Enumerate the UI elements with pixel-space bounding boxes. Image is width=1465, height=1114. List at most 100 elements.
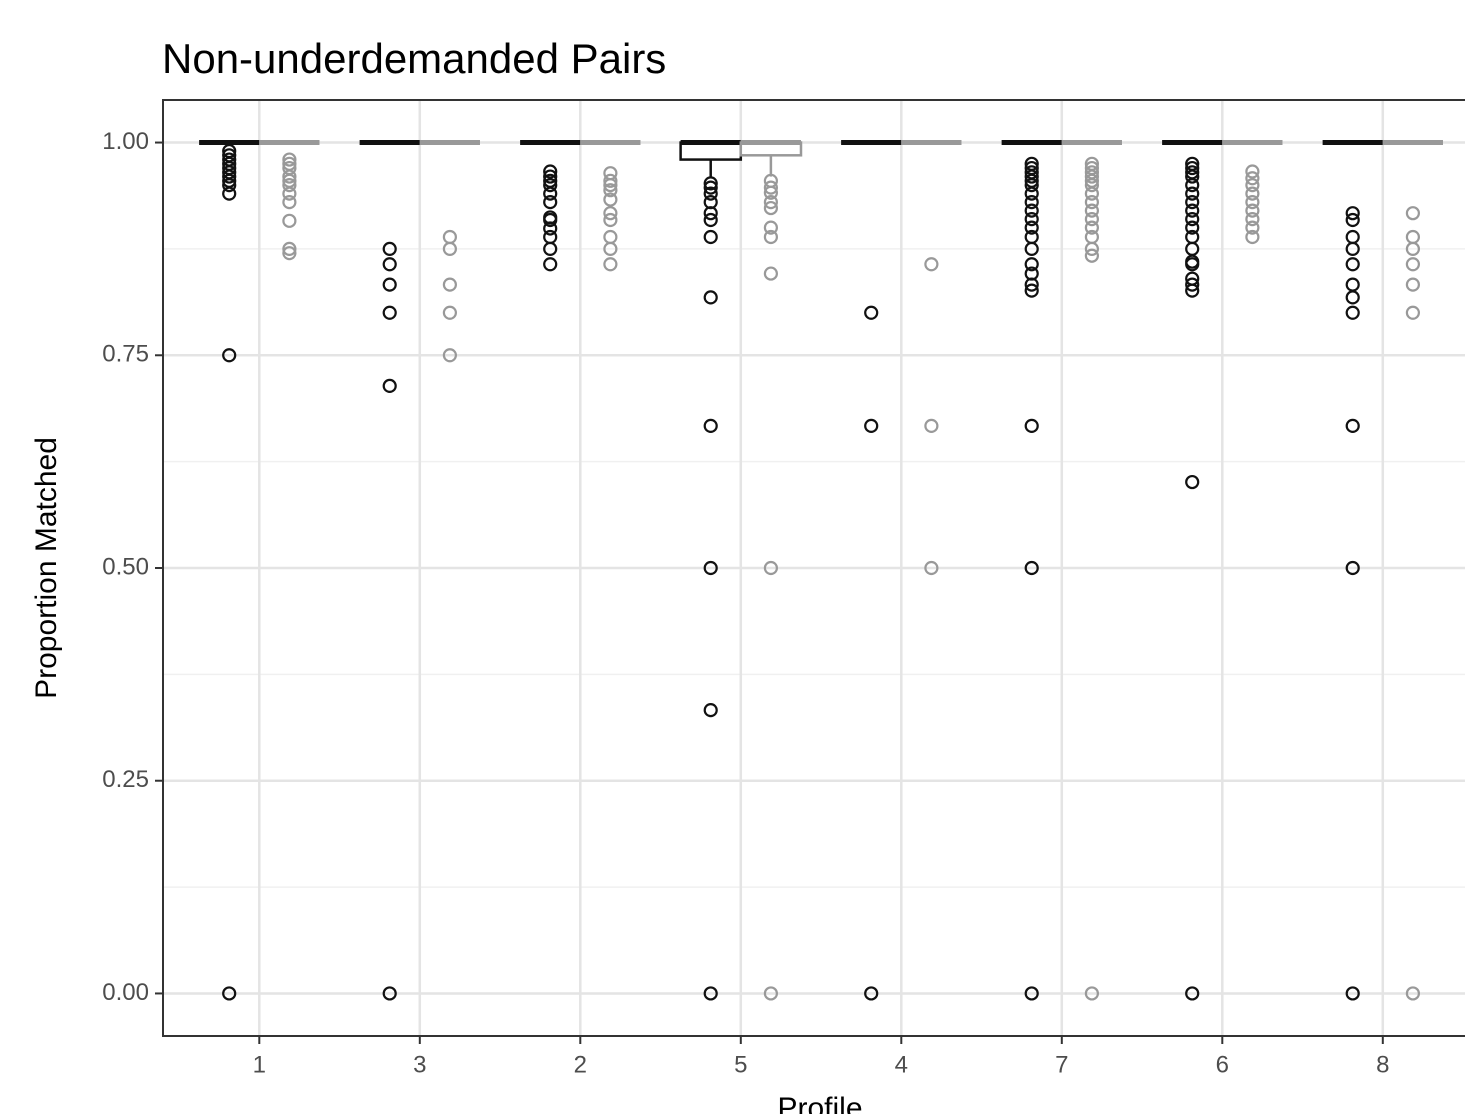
outlier <box>1084 195 1099 210</box>
outlier <box>703 560 718 576</box>
outlier <box>1245 203 1260 218</box>
outlier <box>1084 212 1099 227</box>
outlier <box>1024 177 1039 193</box>
outlier <box>703 986 718 1001</box>
outlier <box>1084 169 1099 184</box>
outlier <box>1185 220 1200 235</box>
outlier <box>1345 257 1360 272</box>
panel-border <box>162 99 1465 1037</box>
y-tick-label: 1.00 <box>102 128 149 155</box>
outlier <box>763 266 778 281</box>
outlier <box>382 277 397 292</box>
outlier <box>924 418 939 433</box>
outlier <box>1185 177 1200 193</box>
outlier <box>1405 229 1420 245</box>
outlier <box>864 986 879 1001</box>
outlier <box>1405 986 1420 1001</box>
outlier <box>1345 290 1360 305</box>
outlier <box>382 305 397 320</box>
outlier <box>1345 986 1360 1001</box>
outlier <box>282 195 297 210</box>
outlier <box>1185 169 1200 184</box>
outlier <box>1084 241 1099 257</box>
outlier <box>1345 241 1360 257</box>
outlier <box>763 229 778 245</box>
outlier <box>543 221 558 236</box>
outlier <box>1024 203 1039 218</box>
outlier <box>543 195 558 210</box>
x-tick-label: 1 <box>253 1051 266 1078</box>
x-tick-label: 5 <box>734 1051 747 1078</box>
outlier <box>703 176 718 191</box>
outlier <box>543 241 558 257</box>
outlier <box>1345 212 1360 228</box>
outlier <box>282 186 297 201</box>
outlier <box>603 212 618 228</box>
outlier <box>1084 220 1099 235</box>
outlier <box>1185 283 1200 298</box>
y-tick-label: 0.00 <box>102 979 149 1006</box>
outlier <box>543 164 558 179</box>
outlier <box>703 206 718 221</box>
outlier <box>1084 186 1099 201</box>
outlier <box>1024 418 1039 433</box>
outlier <box>703 212 718 228</box>
outlier <box>763 986 778 1001</box>
outlier <box>442 305 457 320</box>
outlier <box>1024 220 1039 235</box>
outlier <box>1345 206 1360 221</box>
outlier <box>1245 212 1260 227</box>
outlier <box>1245 171 1260 186</box>
outlier <box>442 348 457 363</box>
outlier <box>603 241 618 257</box>
outlier <box>1245 186 1260 201</box>
y-tick-label: 0.75 <box>102 341 149 368</box>
outlier <box>222 986 237 1001</box>
outlier <box>1405 277 1420 292</box>
outlier <box>382 241 397 257</box>
outlier <box>1024 277 1039 292</box>
outlier <box>1185 195 1200 210</box>
y-axis-label: Proportion Matched <box>30 437 63 699</box>
outlier <box>1024 195 1039 210</box>
outlier <box>282 169 297 184</box>
outlier <box>1405 241 1420 257</box>
outlier <box>1185 186 1200 201</box>
x-tick-label: 3 <box>413 1051 426 1078</box>
outlier <box>382 257 397 272</box>
outlier <box>1185 986 1200 1001</box>
outlier <box>1405 305 1420 320</box>
x-tick-label: 8 <box>1376 1051 1389 1078</box>
outlier <box>1024 241 1039 257</box>
outlier <box>703 418 718 433</box>
outlier <box>603 206 618 221</box>
x-tick-label: 6 <box>1216 1051 1229 1078</box>
outlier <box>442 277 457 292</box>
outlier <box>924 560 939 576</box>
x-tick-label: 2 <box>574 1051 587 1078</box>
outlier <box>864 418 879 433</box>
outlier <box>1345 229 1360 245</box>
outlier <box>282 177 297 193</box>
outlier <box>1245 229 1260 245</box>
outlier <box>382 986 397 1001</box>
x-tick-label: 4 <box>895 1051 908 1078</box>
outlier <box>1185 212 1200 227</box>
outlier <box>1345 560 1360 576</box>
outlier <box>1185 474 1200 490</box>
outlier <box>703 703 718 718</box>
outlier <box>1405 257 1420 272</box>
outlier <box>1024 257 1039 272</box>
outlier <box>282 213 297 228</box>
outlier <box>1084 986 1099 1001</box>
outlier <box>222 186 237 201</box>
outlier <box>282 152 297 167</box>
outlier <box>222 169 237 184</box>
outlier <box>703 290 718 305</box>
outlier <box>1024 169 1039 184</box>
outlier <box>703 186 718 201</box>
outlier <box>442 229 457 245</box>
outlier <box>1024 986 1039 1001</box>
